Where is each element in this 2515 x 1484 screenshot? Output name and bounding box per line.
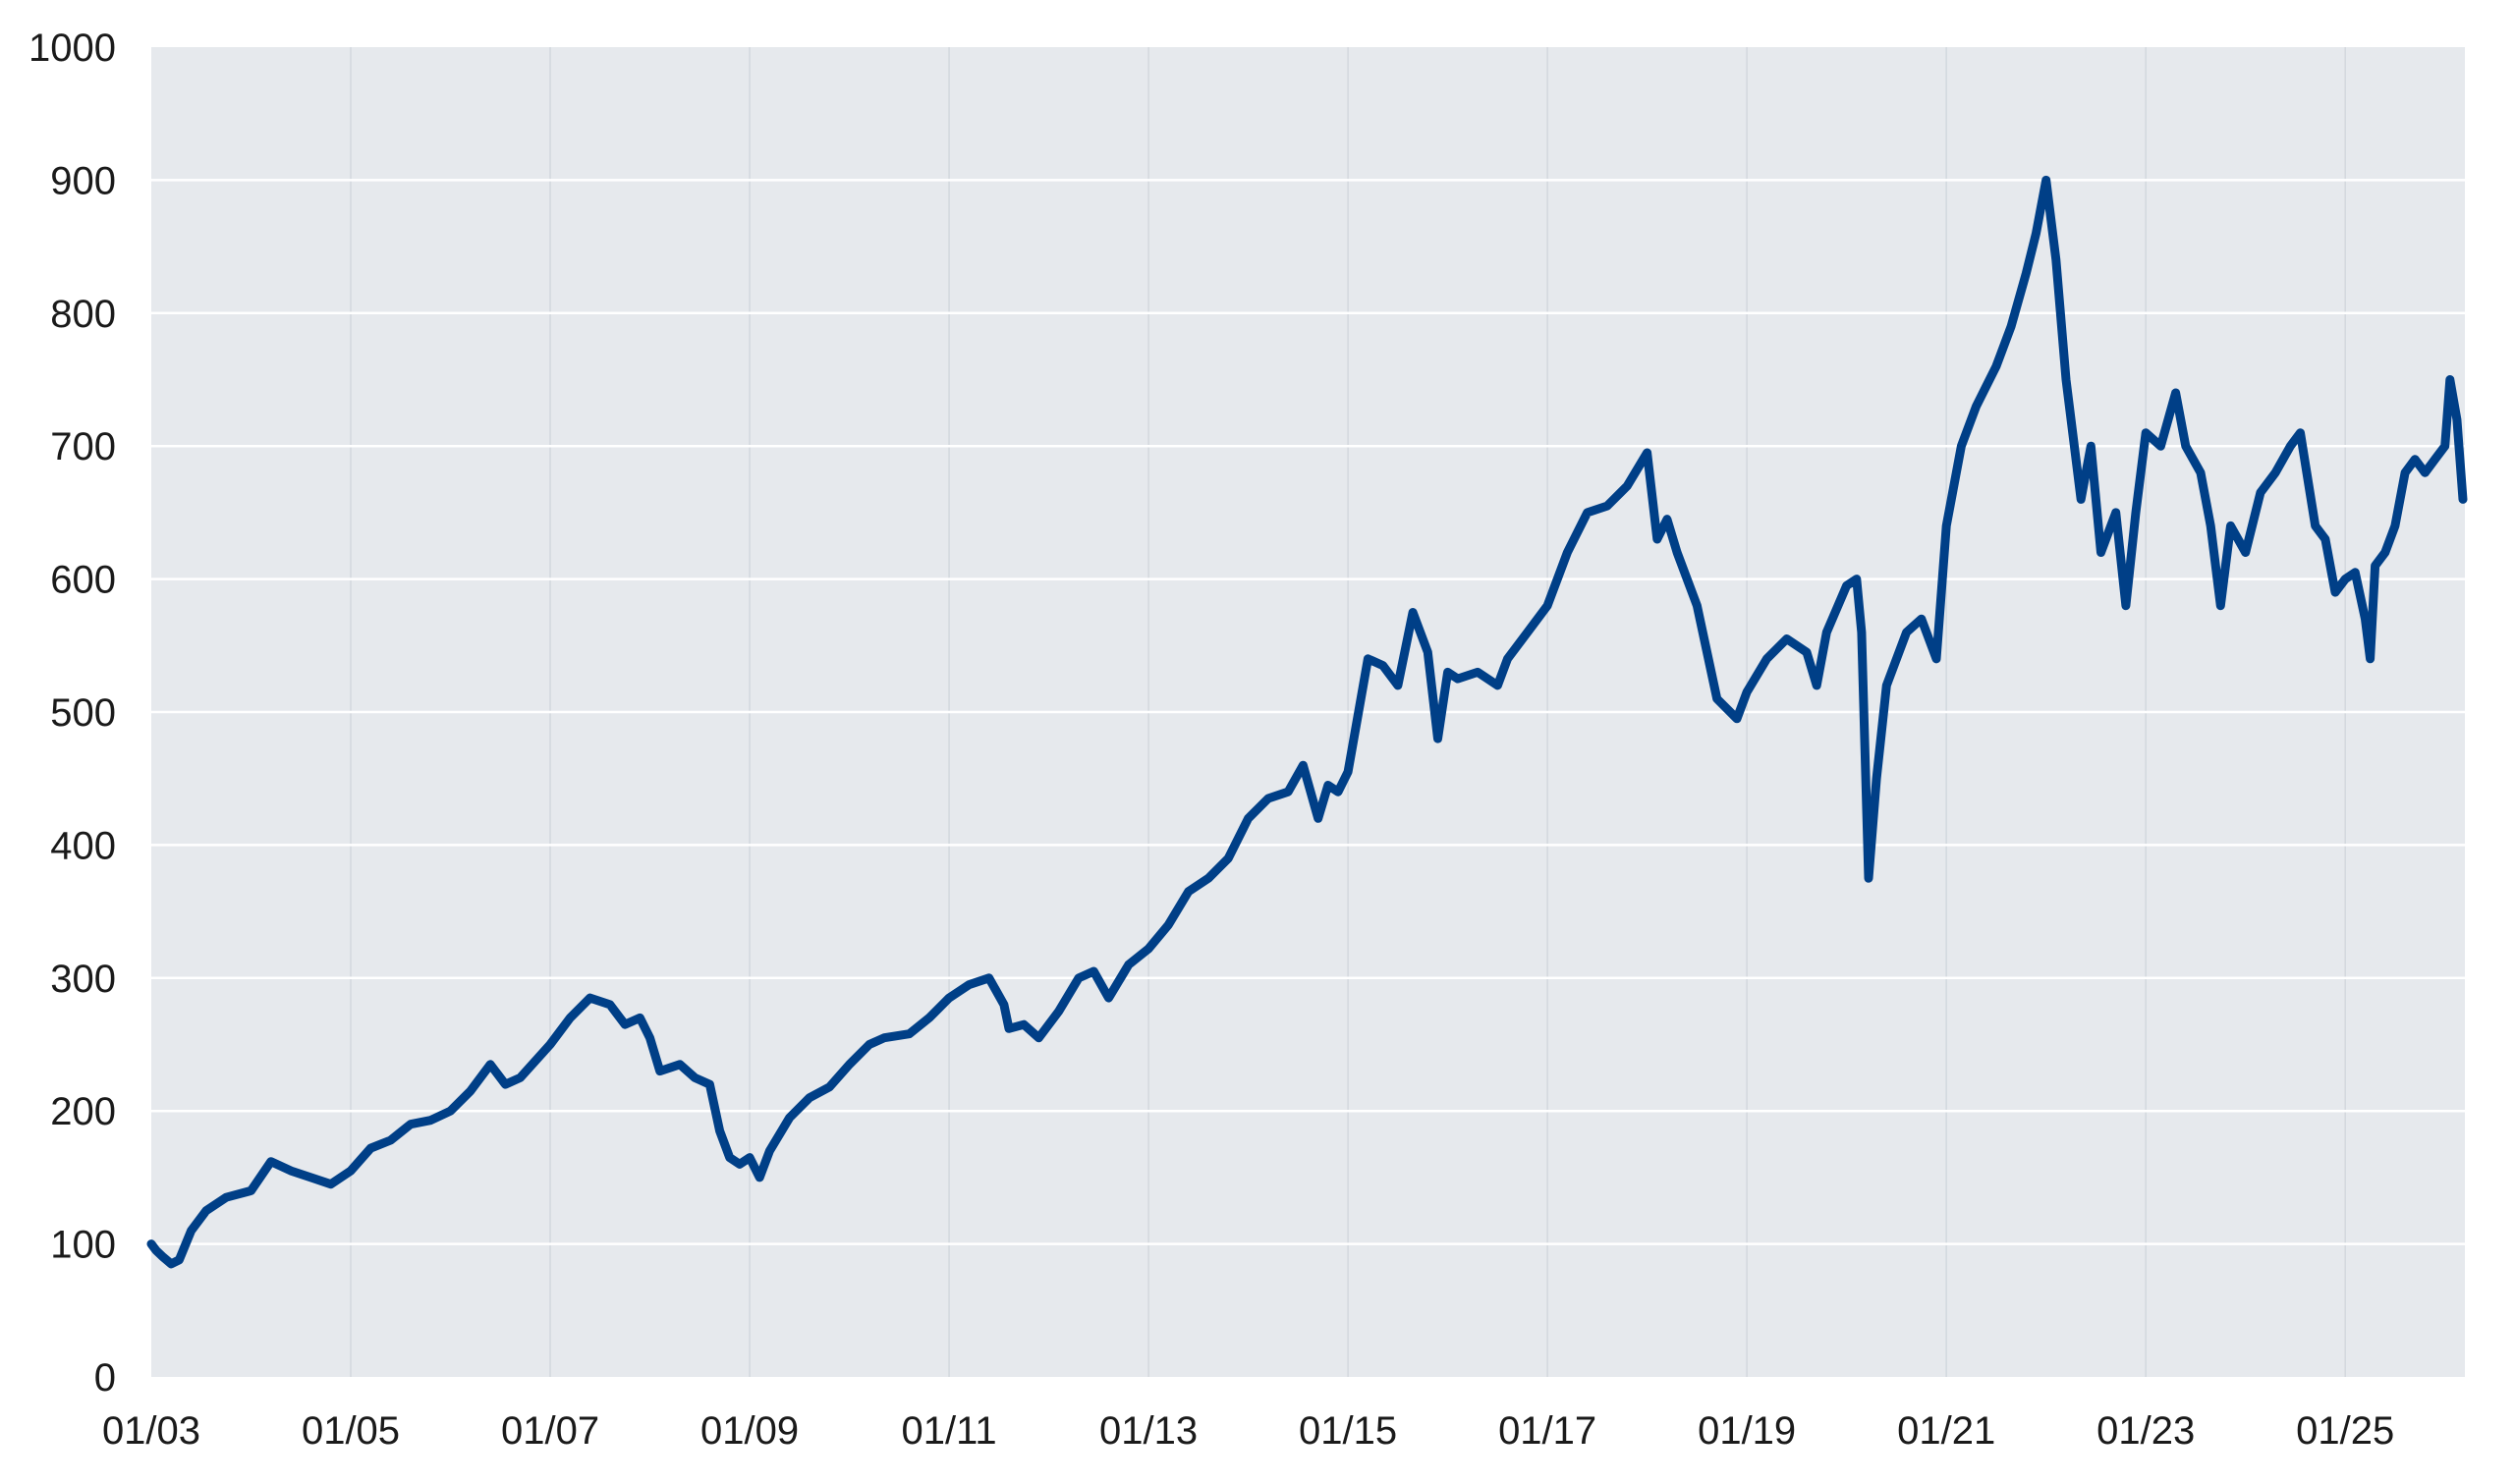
x-tick-label: 01/11 bbox=[901, 1409, 996, 1453]
x-tick-label: 01/17 bbox=[1498, 1409, 1596, 1453]
x-tick-label: 01/13 bbox=[1099, 1409, 1198, 1453]
y-tick-label: 800 bbox=[50, 293, 116, 336]
y-tick-label: 700 bbox=[50, 425, 116, 468]
y-tick-label: 500 bbox=[50, 691, 116, 735]
x-tick-label: 01/05 bbox=[302, 1409, 400, 1453]
x-tick-label: 01/21 bbox=[1897, 1409, 1995, 1453]
horizontal-gridlines bbox=[151, 179, 2465, 1245]
y-axis-tick-labels: 0 100 200 300 400 500 600 700 800 900 1000 bbox=[28, 27, 116, 1400]
x-tick-label: 01/15 bbox=[1299, 1409, 1397, 1453]
x-tick-label: 01/25 bbox=[2296, 1409, 2394, 1453]
x-tick-label: 01/03 bbox=[102, 1409, 200, 1453]
x-tick-label: 01/09 bbox=[700, 1409, 799, 1453]
series-layer bbox=[146, 175, 2468, 1269]
x-axis-tick-labels: 01/03 01/05 01/07 01/09 01/11 01/13 01/15 01/17… bbox=[102, 1409, 2394, 1453]
x-tick-label: 01/23 bbox=[2096, 1409, 2195, 1453]
x-tick-label: 01/19 bbox=[1698, 1409, 1796, 1453]
y-tick-label: 100 bbox=[50, 1224, 116, 1267]
y-tick-label: 400 bbox=[50, 824, 116, 867]
y-tick-label: 0 bbox=[94, 1356, 116, 1400]
y-tick-label: 1000 bbox=[28, 27, 116, 70]
y-tick-label: 200 bbox=[50, 1090, 116, 1133]
x-tick-label: 01/07 bbox=[501, 1409, 599, 1453]
y-tick-label: 600 bbox=[50, 559, 116, 602]
y-tick-label: 300 bbox=[50, 958, 116, 1001]
y-tick-label: 900 bbox=[50, 159, 116, 202]
series-line bbox=[146, 175, 2468, 1269]
